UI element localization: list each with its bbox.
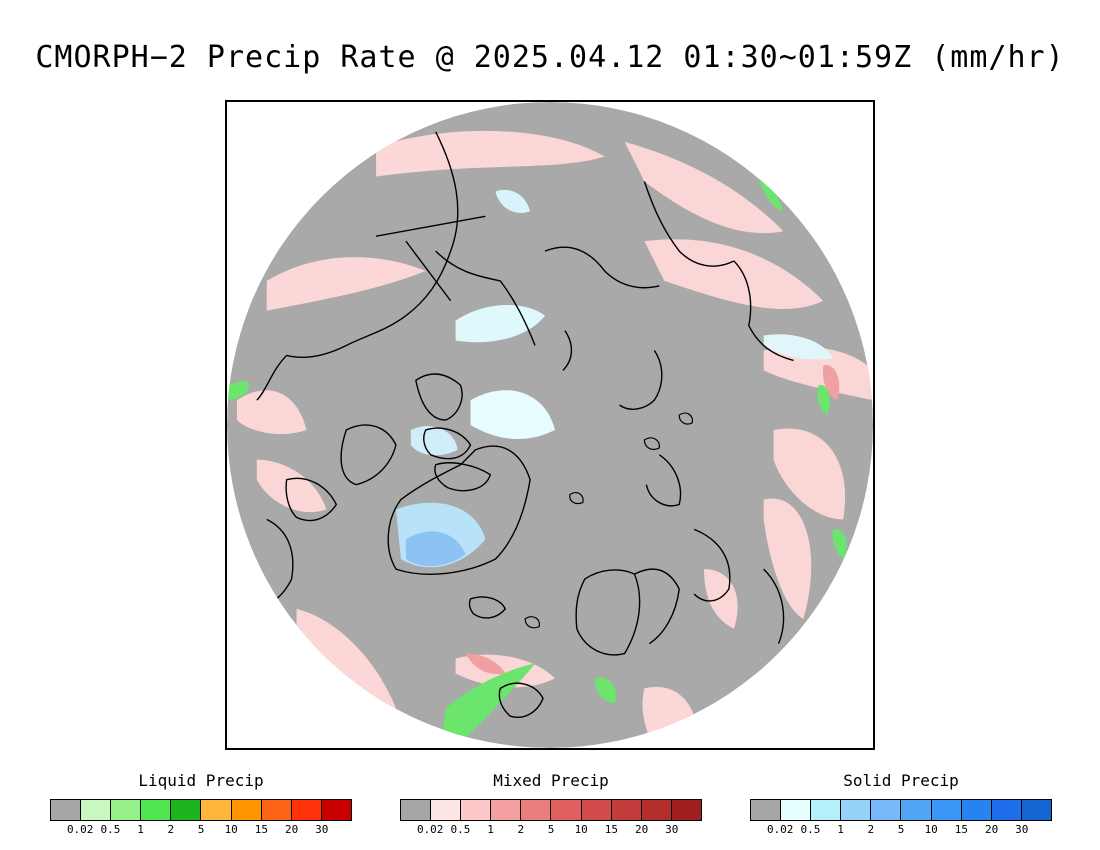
legend-swatch <box>521 800 552 820</box>
legend-swatch <box>901 800 932 820</box>
legend-tick-label: 2 <box>167 823 175 836</box>
legend-tick-label: 5 <box>197 823 205 836</box>
legend-swatch <box>841 800 872 820</box>
legend-title: Liquid Precip <box>138 771 264 790</box>
legend-tick-label: 20 <box>984 823 999 836</box>
legend-tick-label: 30 <box>1015 823 1029 836</box>
solid-precip-areas <box>395 189 834 568</box>
legend-swatch <box>781 800 812 820</box>
legend-swatch <box>871 800 902 820</box>
map-title: CMORPH−2 Precip Rate @ 2025.04.12 01:30~… <box>35 40 1065 75</box>
legend-color-bar <box>400 799 702 821</box>
legend-tick-label: 0.5 <box>100 823 121 836</box>
legend-swatch <box>751 800 782 820</box>
legend-swatch <box>811 800 842 820</box>
legend-swatch <box>291 800 322 820</box>
legend-tick-label: 1 <box>487 823 494 836</box>
legend-swatch <box>961 800 992 820</box>
legend-tick-label: 20 <box>634 823 649 836</box>
legend-title: Solid Precip <box>843 771 959 790</box>
legend-swatch <box>401 800 432 820</box>
legend-tick-label: 5 <box>897 823 905 836</box>
legend-tick-label: 5 <box>547 823 555 836</box>
legend-swatch <box>231 800 262 820</box>
islands <box>524 412 694 629</box>
legend-tick-label: 10 <box>924 823 938 836</box>
legend-liquid-precip: Liquid Precip 0.02 0.5 1 2 5 10 15 20 30 <box>50 770 352 837</box>
legend-swatch <box>261 800 292 820</box>
legend-color-bar <box>750 799 1052 821</box>
legend-tick-label: 0.02 <box>766 823 794 836</box>
mixed-precip-cores <box>465 365 840 675</box>
legend-swatch <box>201 800 232 820</box>
legend-tick-label: 20 <box>284 823 299 836</box>
legend-swatch <box>641 800 672 820</box>
legend-swatch <box>491 800 522 820</box>
legend-tick-label: 0.5 <box>800 823 821 836</box>
legend-tick-labels: 0.02 0.5 1 2 5 10 15 20 30 <box>50 823 352 837</box>
legend-tick-label: 30 <box>665 823 679 836</box>
legend-tick-label: 2 <box>867 823 875 836</box>
legend-swatch <box>321 800 351 820</box>
legend-swatch <box>81 800 112 820</box>
legend-tick-label: 0.02 <box>66 823 94 836</box>
legend-swatch <box>991 800 1022 820</box>
legend-swatch <box>551 800 582 820</box>
liquid-precip-areas <box>227 176 847 748</box>
legend-swatch <box>611 800 642 820</box>
legend-tick-label: 1 <box>837 823 844 836</box>
legend-tick-label: 0.5 <box>450 823 471 836</box>
legend-title: Mixed Precip <box>493 771 609 790</box>
legend-swatch <box>461 800 492 820</box>
legend-swatch <box>51 800 82 820</box>
legend-tick-label: 30 <box>315 823 329 836</box>
legend-swatch <box>1021 800 1051 820</box>
legend-swatch <box>111 800 142 820</box>
legend-tick-labels: 0.02 0.5 1 2 5 10 15 20 30 <box>750 823 1052 837</box>
legend-solid-precip: Solid Precip 0.02 0.5 1 2 5 10 15 20 30 <box>750 770 1052 837</box>
legend-swatch <box>431 800 462 820</box>
legend-swatch <box>581 800 612 820</box>
legend-tick-label: 10 <box>574 823 588 836</box>
polar-precip-map <box>225 100 875 750</box>
legend-tick-label: 15 <box>954 823 969 836</box>
legend-mixed-precip: Mixed Precip 0.02 0.5 1 2 5 10 15 20 30 <box>400 770 702 837</box>
legend-color-bar <box>50 799 352 821</box>
legend-tick-label: 1 <box>137 823 144 836</box>
legend-tick-label: 0.02 <box>416 823 444 836</box>
legend-tick-labels: 0.02 0.5 1 2 5 10 15 20 30 <box>400 823 702 837</box>
legend-swatch <box>671 800 701 820</box>
legend-swatch <box>171 800 202 820</box>
legend-tick-label: 2 <box>517 823 525 836</box>
legend-swatch <box>141 800 172 820</box>
legend-tick-label: 15 <box>254 823 269 836</box>
legend-swatch <box>931 800 962 820</box>
legend-tick-label: 10 <box>224 823 238 836</box>
legend-tick-label: 15 <box>604 823 619 836</box>
